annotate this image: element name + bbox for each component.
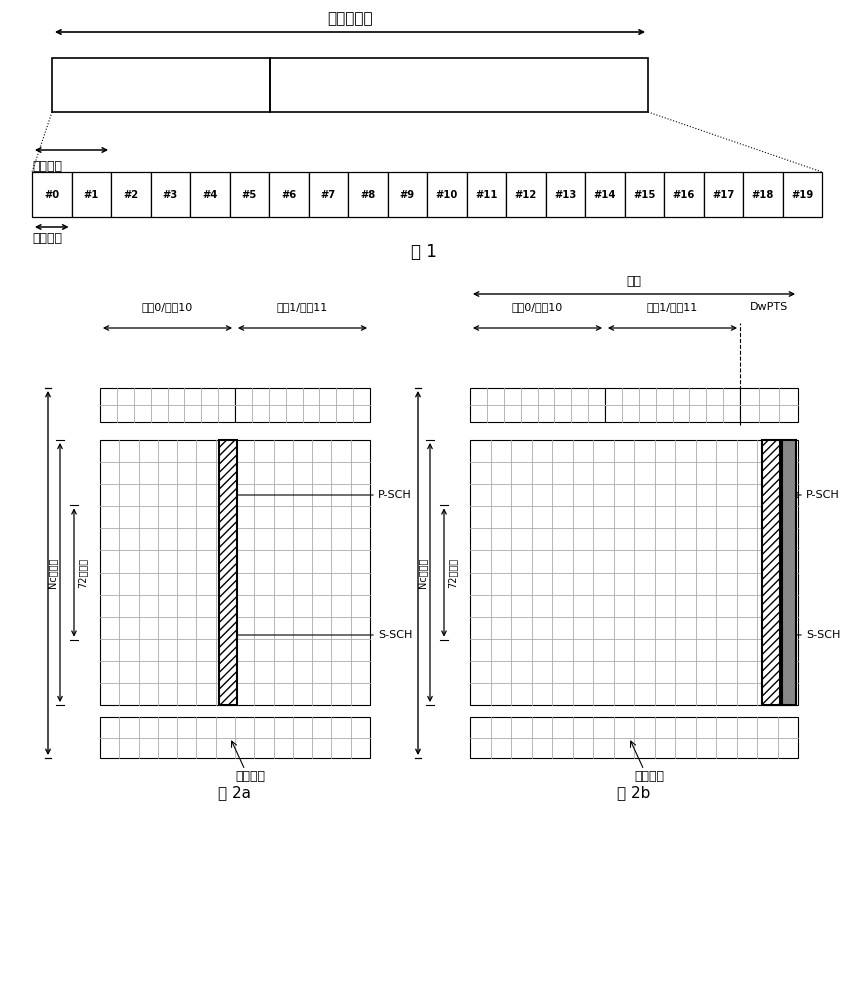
Text: #3: #3 <box>163 190 178 200</box>
Bar <box>506 172 545 217</box>
Text: 图 2b: 图 2b <box>617 786 650 800</box>
Text: Nc子载波: Nc子载波 <box>47 557 57 588</box>
Text: #5: #5 <box>242 190 257 200</box>
Text: 图 1: 图 1 <box>411 243 437 261</box>
Text: 时隙1/时隙11: 时隙1/时隙11 <box>277 302 328 312</box>
Bar <box>740 388 798 422</box>
Text: 72子载波: 72子载波 <box>447 557 457 588</box>
Text: 时隙0/时隙10: 时隙0/时隙10 <box>142 302 193 312</box>
Text: 图 2a: 图 2a <box>219 786 252 800</box>
Bar <box>230 172 269 217</box>
Bar <box>100 388 235 422</box>
Bar <box>624 172 664 217</box>
Text: P-SCH: P-SCH <box>806 490 840 500</box>
Bar <box>309 172 348 217</box>
Bar <box>52 58 270 112</box>
Bar <box>388 172 427 217</box>
Text: #0: #0 <box>44 190 59 200</box>
Bar <box>100 717 370 758</box>
Text: 一个时隙: 一个时隙 <box>32 232 62 245</box>
Bar <box>270 58 648 112</box>
Bar <box>219 440 237 705</box>
Text: DwPTS: DwPTS <box>750 302 788 312</box>
Text: 一个子帧: 一个子帧 <box>32 160 62 173</box>
Bar <box>545 172 585 217</box>
Bar <box>470 388 605 422</box>
Text: 时隙1/时隙11: 时隙1/时隙11 <box>647 302 698 312</box>
Bar <box>348 172 388 217</box>
Text: #1: #1 <box>84 190 99 200</box>
Bar <box>470 717 798 758</box>
Text: 子帧: 子帧 <box>627 275 641 288</box>
Text: #19: #19 <box>791 190 813 200</box>
Bar <box>470 440 798 705</box>
Text: P-SCH: P-SCH <box>378 490 412 500</box>
Bar <box>605 388 740 422</box>
Text: S-SCH: S-SCH <box>806 630 840 640</box>
Text: #15: #15 <box>633 190 656 200</box>
Bar <box>783 172 822 217</box>
Text: #17: #17 <box>712 190 734 200</box>
Bar <box>427 172 466 217</box>
Text: #13: #13 <box>554 190 577 200</box>
Bar <box>585 172 624 217</box>
Text: #18: #18 <box>751 190 774 200</box>
Text: #10: #10 <box>436 190 458 200</box>
Bar <box>32 172 71 217</box>
Text: 一个无线帧: 一个无线帧 <box>327 11 373 26</box>
Text: #16: #16 <box>672 190 695 200</box>
Bar <box>269 172 309 217</box>
Bar <box>100 440 370 705</box>
Text: #6: #6 <box>282 190 296 200</box>
Bar <box>71 172 111 217</box>
Text: #11: #11 <box>475 190 498 200</box>
Text: #7: #7 <box>321 190 336 200</box>
Bar <box>150 172 190 217</box>
Text: #14: #14 <box>594 190 616 200</box>
Bar <box>664 172 704 217</box>
Text: #4: #4 <box>202 190 217 200</box>
Text: 72子载波: 72子载波 <box>77 557 87 588</box>
Text: 数据区域: 数据区域 <box>634 770 664 783</box>
Text: 数据区域: 数据区域 <box>235 770 265 783</box>
Text: #9: #9 <box>399 190 415 200</box>
Bar <box>235 388 370 422</box>
Bar <box>111 172 150 217</box>
Bar <box>782 440 796 705</box>
Bar <box>743 172 783 217</box>
Bar <box>704 172 743 217</box>
Text: 时隙0/时隙10: 时隙0/时隙10 <box>512 302 563 312</box>
Text: #2: #2 <box>123 190 138 200</box>
Text: S-SCH: S-SCH <box>378 630 412 640</box>
Text: #8: #8 <box>360 190 376 200</box>
Bar <box>190 172 230 217</box>
Text: #12: #12 <box>515 190 537 200</box>
Bar <box>762 440 780 705</box>
Text: Nc子载波: Nc子载波 <box>417 557 427 588</box>
Bar <box>466 172 506 217</box>
